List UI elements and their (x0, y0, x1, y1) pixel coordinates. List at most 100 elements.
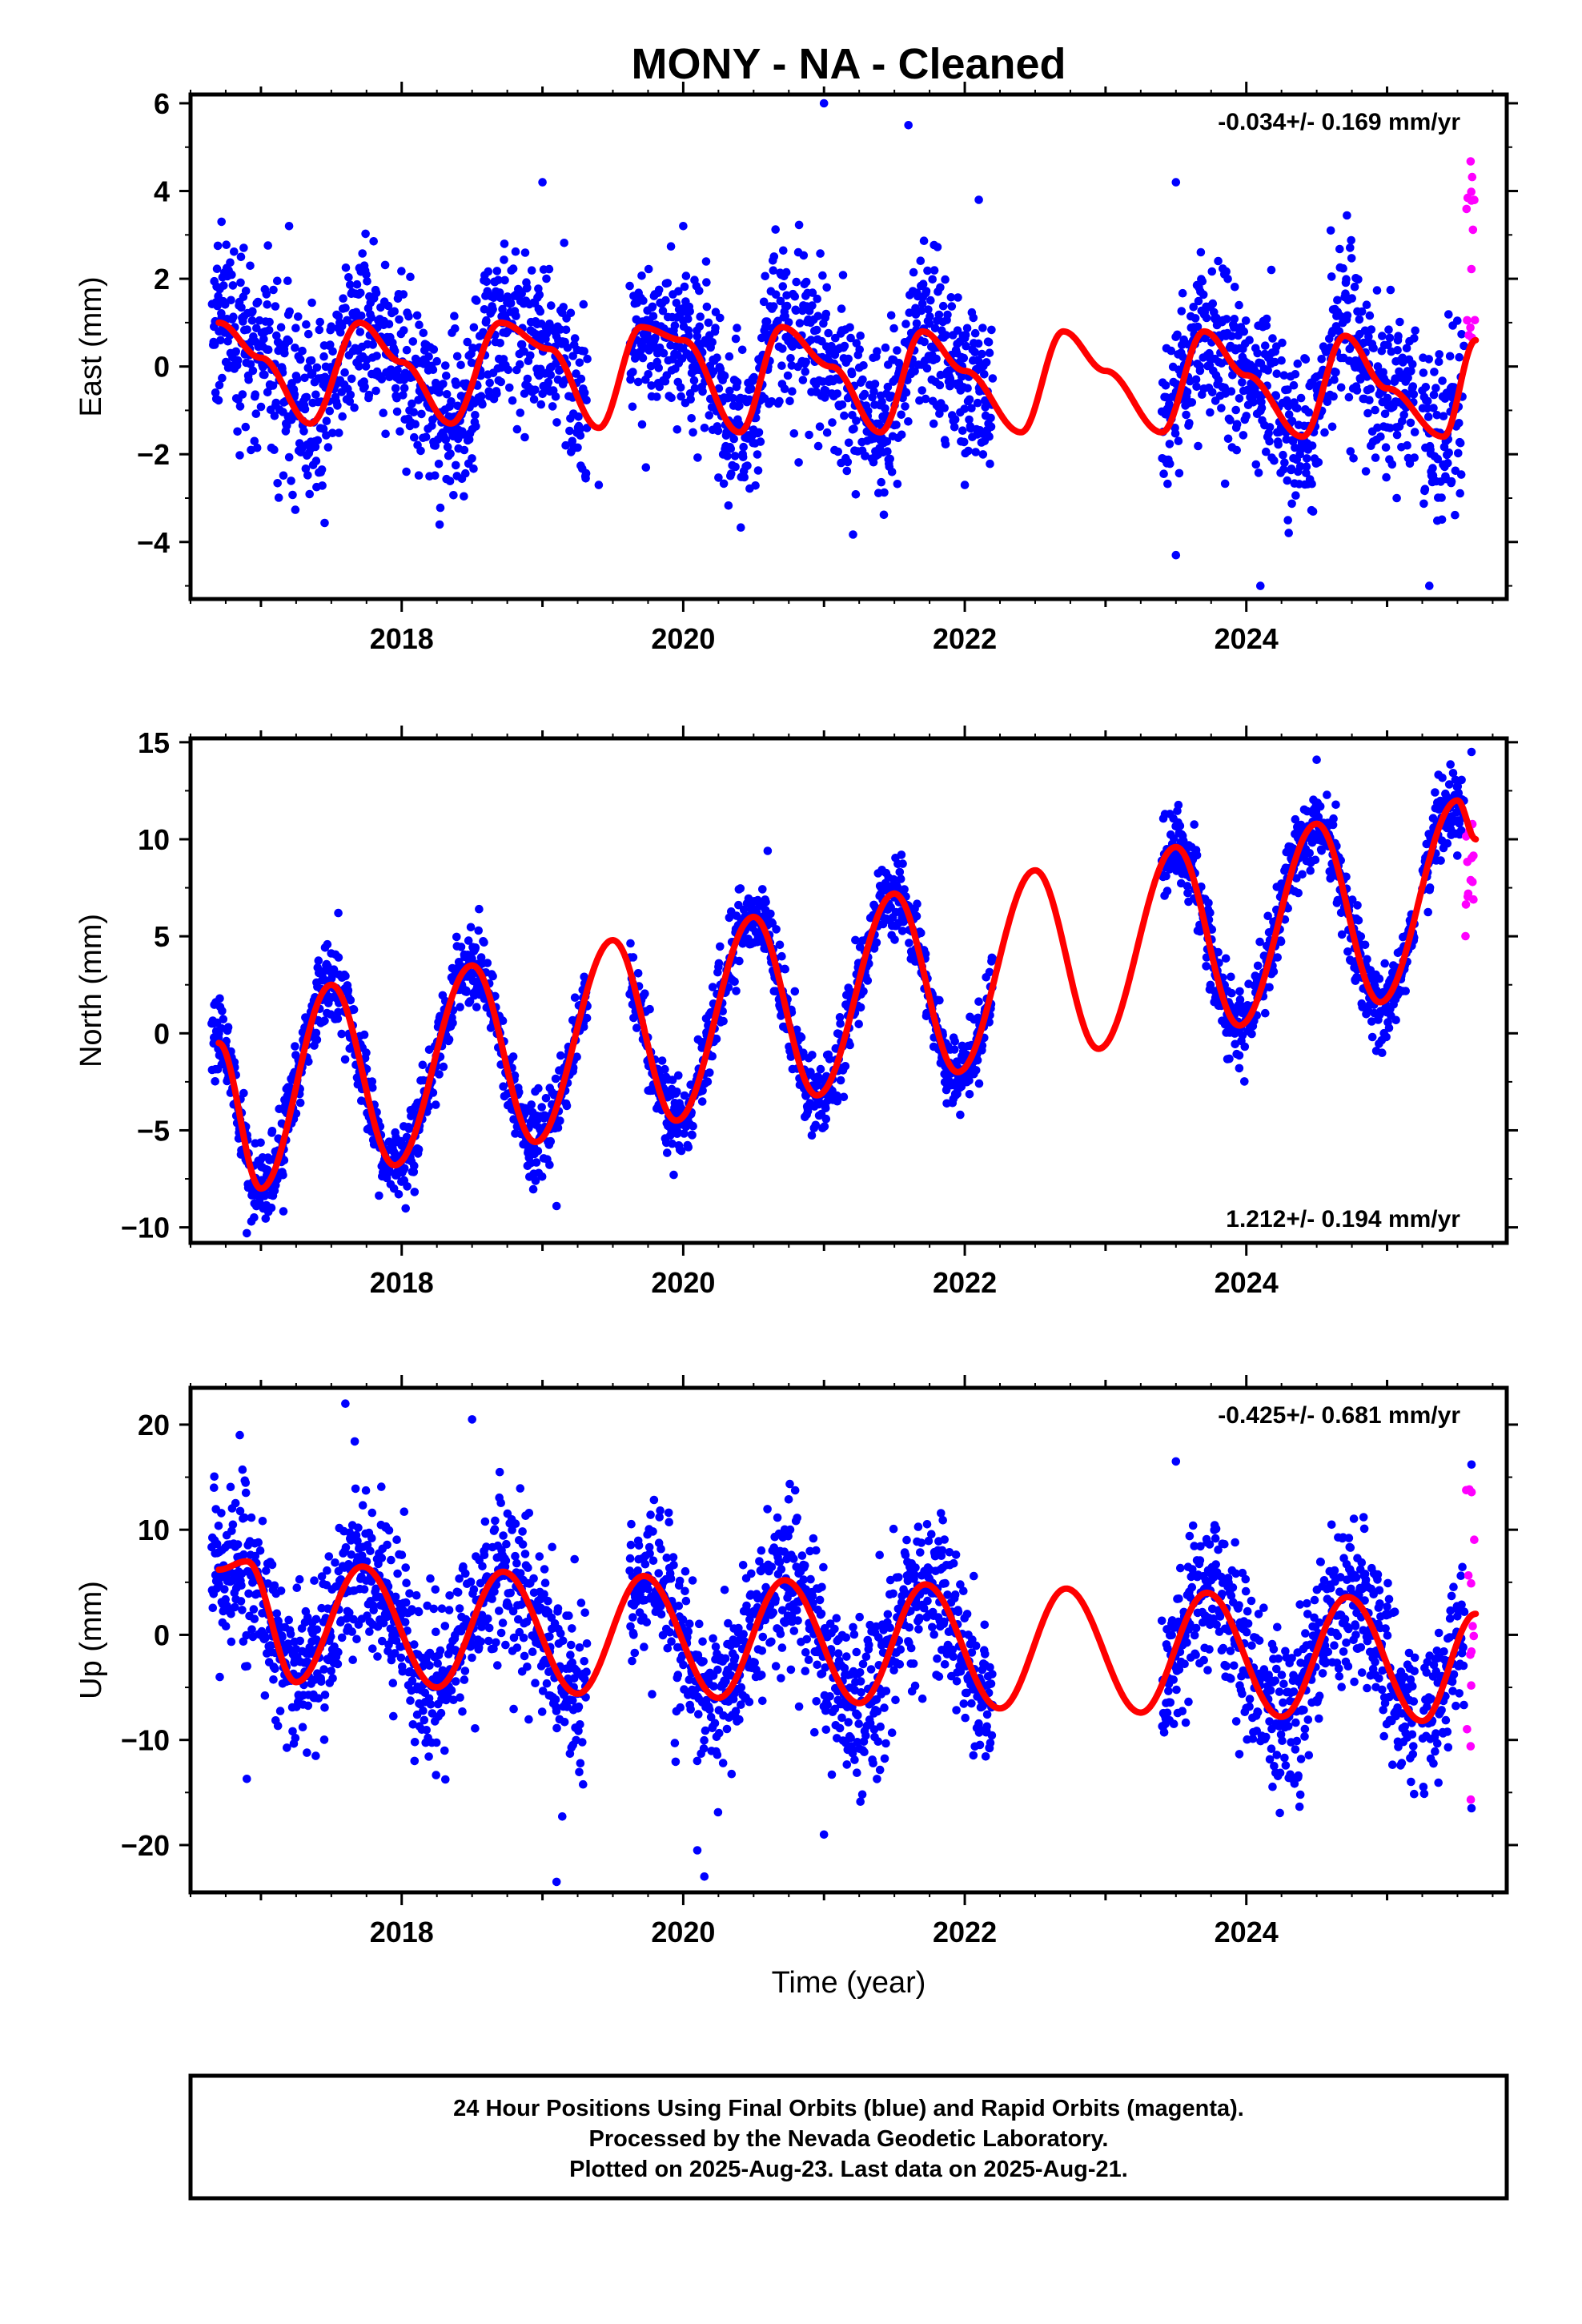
data-point (357, 312, 366, 320)
data-point (1262, 447, 1271, 456)
data-point (837, 400, 847, 409)
data-point (669, 1170, 678, 1180)
data-point (1402, 344, 1411, 353)
data-point (291, 1042, 299, 1051)
data-point (690, 384, 700, 393)
data-point (1446, 760, 1455, 769)
data-point (909, 267, 918, 277)
data-point (938, 301, 948, 311)
data-point (410, 432, 419, 442)
data-point (1161, 381, 1170, 390)
data-point (1294, 888, 1303, 898)
data-point (1192, 850, 1202, 860)
data-point (881, 343, 890, 352)
data-point (863, 976, 873, 985)
data-point (1265, 423, 1275, 432)
data-point (337, 321, 347, 331)
data-point (1457, 775, 1466, 785)
data-point (263, 345, 273, 355)
data-point (235, 402, 245, 411)
data-point (950, 423, 959, 432)
data-point (1162, 887, 1172, 895)
data-point (912, 319, 921, 328)
data-point (1378, 1048, 1387, 1057)
y-tick-label: 4 (154, 175, 170, 208)
data-point (256, 402, 266, 412)
data-point (921, 287, 931, 296)
outlier-point (679, 222, 688, 231)
data-point (523, 283, 532, 292)
data-point (766, 909, 775, 919)
data-point (818, 271, 827, 280)
data-point (1173, 330, 1182, 340)
data-point (1363, 408, 1372, 418)
data-point (320, 518, 329, 528)
data-point (1231, 405, 1240, 415)
data-point (215, 380, 224, 390)
data-point (300, 373, 309, 383)
data-point (644, 370, 652, 379)
data-point (236, 252, 246, 262)
data-point (216, 336, 225, 345)
data-point (236, 278, 245, 287)
data-point (1434, 357, 1443, 367)
data-point (1323, 397, 1332, 407)
data-point (579, 300, 588, 309)
data-point (1408, 360, 1417, 369)
data-point (414, 471, 424, 480)
data-point (704, 318, 713, 328)
data-point (576, 424, 584, 434)
data-point (401, 1204, 410, 1213)
data-point (498, 1016, 508, 1025)
data-point (1460, 341, 1468, 351)
data-point (333, 1014, 343, 1023)
data-point (482, 277, 492, 287)
data-point (556, 1051, 565, 1060)
data-point (452, 932, 461, 942)
data-point (928, 275, 937, 284)
data-point (346, 390, 355, 400)
data-point (896, 875, 905, 883)
data-point (1401, 987, 1410, 995)
data-point (263, 241, 273, 250)
data-point (1429, 390, 1439, 400)
data-point (654, 364, 663, 372)
data-point (663, 1148, 672, 1157)
data-point (1331, 368, 1340, 377)
data-point (851, 490, 861, 499)
data-point (1380, 409, 1390, 419)
data-point (959, 353, 969, 363)
data-point (466, 923, 476, 932)
data-point (1174, 468, 1184, 478)
data-point (1192, 382, 1201, 392)
data-point (673, 425, 682, 434)
data-point (1357, 307, 1367, 316)
data-point (783, 371, 793, 380)
data-point (563, 343, 572, 352)
outlier-point (538, 178, 547, 187)
data-point (213, 241, 223, 251)
rapid-point (1466, 157, 1476, 166)
data-point (775, 940, 785, 950)
data-point (418, 1060, 428, 1070)
data-point (448, 1019, 457, 1027)
data-point (856, 332, 865, 340)
data-point (307, 356, 316, 365)
data-point (1221, 954, 1231, 963)
data-point (930, 266, 939, 275)
data-point (647, 381, 656, 390)
data-point (227, 270, 236, 279)
data-point (1455, 352, 1464, 362)
data-point (806, 336, 816, 344)
data-point (1454, 448, 1463, 458)
data-point (1177, 307, 1186, 316)
data-point (259, 335, 268, 344)
data-point (492, 267, 502, 275)
rapid-point (1466, 875, 1476, 885)
data-point (322, 416, 331, 425)
data-point (279, 1207, 288, 1216)
data-point (720, 372, 729, 380)
data-point (758, 885, 767, 894)
data-point (971, 448, 980, 456)
data-point (1245, 336, 1254, 345)
